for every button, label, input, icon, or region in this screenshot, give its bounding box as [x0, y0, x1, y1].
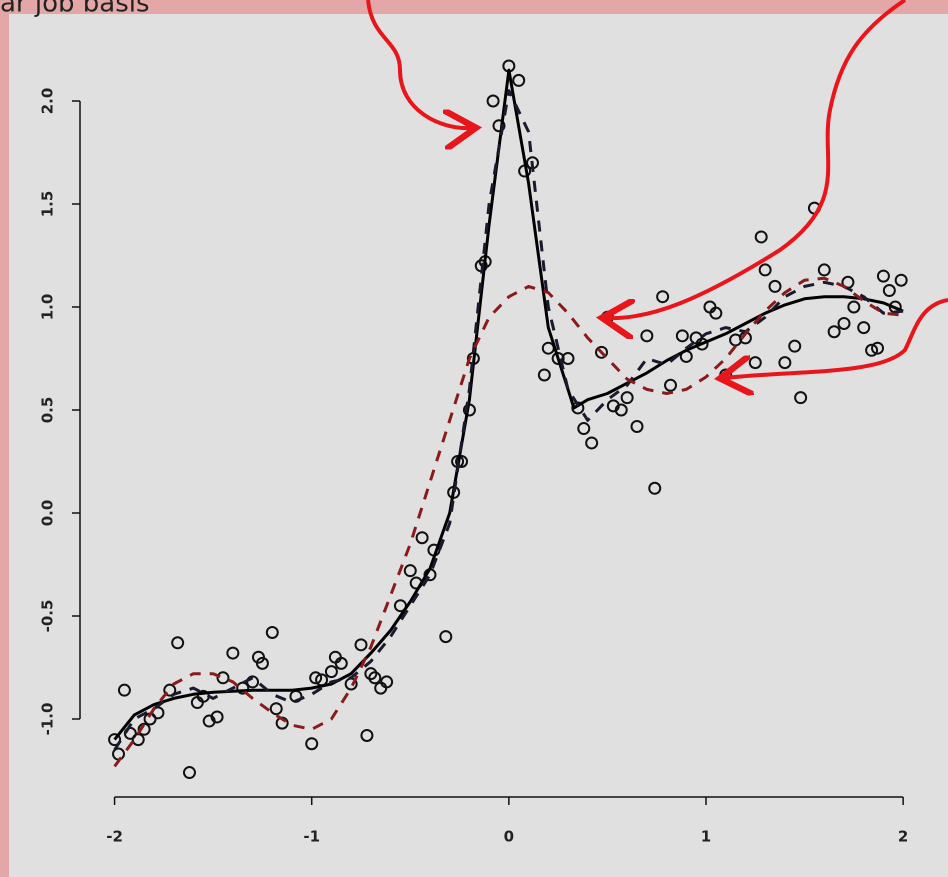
point [551, 352, 565, 365]
point [585, 436, 599, 450]
point [695, 337, 709, 351]
y-tick-label: -1.0 [39, 703, 57, 736]
x-tick-label: -2 [106, 828, 123, 846]
plot: -1.0 -0.5 0.0 0.5 1.0 1.5 2.0 -2 -1 0 1 2 [39, 59, 908, 846]
point [171, 636, 185, 650]
point [380, 675, 394, 689]
point [577, 422, 591, 436]
point [876, 269, 890, 283]
point [656, 290, 670, 304]
y-tick-label: 2.0 [39, 88, 57, 115]
annotations [366, 0, 948, 378]
point [255, 656, 269, 670]
arrow [724, 298, 948, 378]
curve [113, 276, 904, 768]
caption: ar job basis [0, 0, 150, 19]
point [630, 419, 644, 433]
point [210, 710, 224, 724]
point [216, 671, 230, 685]
arrow [606, 0, 907, 318]
point [108, 733, 122, 747]
point [871, 341, 885, 355]
point [309, 671, 323, 685]
point [847, 300, 861, 314]
point [226, 646, 240, 660]
point [455, 455, 469, 468]
point [439, 630, 453, 644]
y-tick-label: -0.5 [39, 600, 57, 633]
point [360, 728, 374, 742]
y-tick-label: 0.5 [39, 397, 57, 424]
point [817, 263, 831, 277]
y-tick-label: 0.0 [39, 500, 57, 527]
panel [9, 14, 948, 877]
point [415, 531, 429, 545]
x-tick-label: 1 [701, 828, 711, 846]
point [857, 321, 871, 335]
point [368, 671, 382, 685]
point [794, 391, 808, 405]
point [403, 564, 417, 578]
point [758, 263, 772, 277]
point [537, 368, 551, 382]
arrow [366, 0, 472, 128]
point [236, 681, 250, 695]
point [837, 316, 851, 330]
point [709, 306, 723, 320]
point [648, 481, 662, 495]
x-tick-label: 2 [898, 828, 908, 846]
point [182, 766, 196, 780]
point [620, 391, 634, 405]
point [865, 343, 879, 357]
point [486, 94, 500, 108]
point [640, 329, 654, 343]
point [614, 403, 628, 417]
point [664, 378, 678, 392]
point [778, 356, 792, 370]
point [265, 625, 279, 639]
point [269, 702, 283, 716]
point [364, 667, 378, 681]
point [595, 345, 609, 359]
point [754, 230, 768, 244]
x-tick-label: 0 [504, 828, 514, 846]
point [334, 656, 348, 670]
y-tick-label: 1.5 [39, 191, 57, 218]
point [882, 284, 896, 298]
point [492, 119, 506, 133]
point [894, 273, 908, 287]
point [324, 665, 338, 679]
point [354, 638, 368, 652]
point [675, 329, 689, 343]
point [788, 339, 802, 353]
curve [113, 89, 904, 751]
point [561, 352, 575, 365]
point [305, 737, 319, 751]
point [827, 325, 841, 339]
y-tick-label: 1.0 [39, 294, 57, 321]
point [768, 279, 782, 293]
point [137, 722, 151, 736]
point [163, 683, 177, 697]
point [117, 683, 131, 697]
point [512, 73, 526, 87]
x-tick-label: -1 [303, 828, 320, 846]
